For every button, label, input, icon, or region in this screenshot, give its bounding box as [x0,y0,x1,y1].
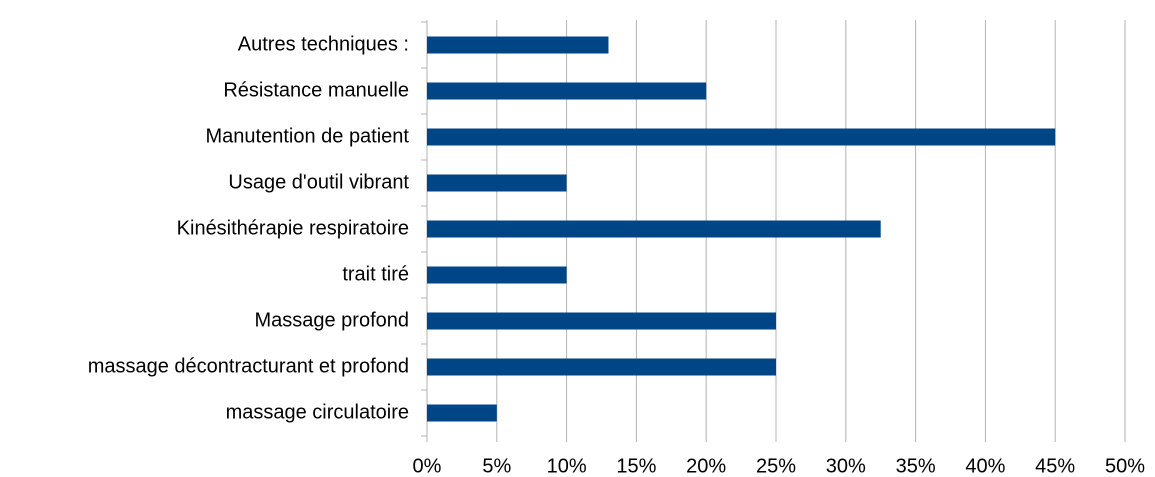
y-tick-label: massage décontracturant et profond [88,355,409,377]
bar [427,404,497,422]
x-tick-label: 40% [965,455,1005,477]
bar [427,358,776,376]
y-tick-label: Usage d'outil vibrant [228,171,409,193]
x-tick-label: 45% [1035,455,1075,477]
bar [427,128,1056,146]
y-tick-label: Résistance manuelle [223,79,409,101]
bar [427,220,881,238]
x-tick-label: 50% [1105,455,1145,477]
x-tick-label: 10% [547,455,587,477]
y-tick-label: Massage profond [254,309,409,331]
y-tick-label: Kinésithérapie respiratoire [177,217,409,239]
bar [427,36,609,54]
y-tick-label: Manutention de patient [206,125,410,147]
x-tick-label: 35% [896,455,936,477]
y-tick-label: massage circulatoire [226,401,409,423]
x-tick-label: 5% [482,455,511,477]
y-tick-label: Autres techniques : [238,33,409,55]
x-tick-label: 25% [756,455,796,477]
bar [427,82,707,100]
bar [427,312,776,330]
x-tick-label: 15% [616,455,656,477]
bar [427,266,567,284]
bar [427,174,567,192]
x-tick-label: 30% [826,455,866,477]
x-tick-label: 0% [413,455,442,477]
x-tick-label: 20% [686,455,726,477]
y-tick-label: trait tiré [342,263,409,285]
